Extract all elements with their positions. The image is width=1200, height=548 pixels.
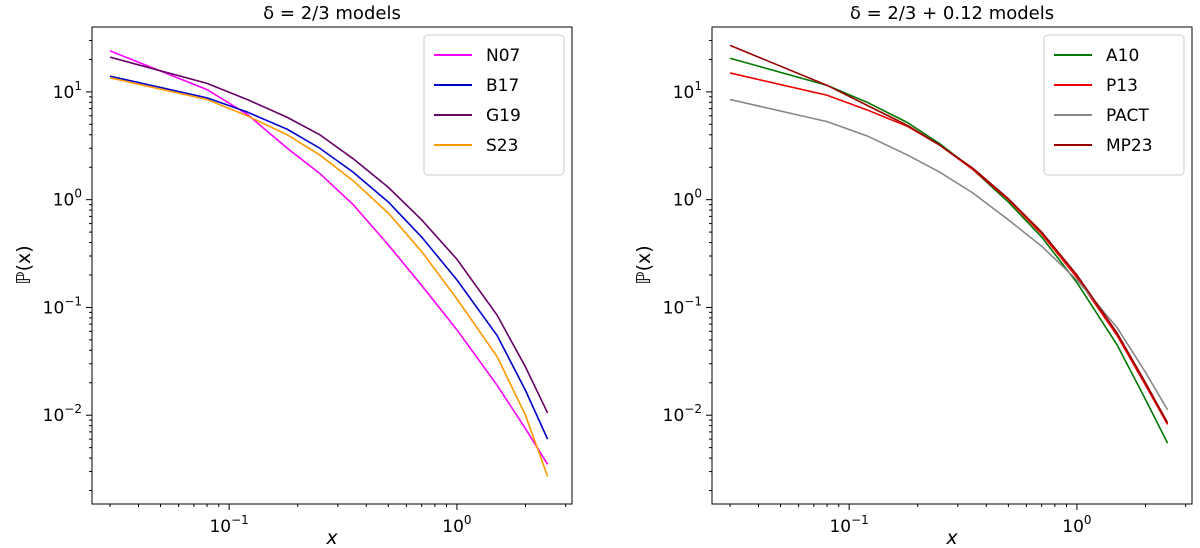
y-tick-label: 10−2: [663, 402, 702, 426]
x-tick-label: 100: [1062, 513, 1091, 537]
legend-box: [423, 34, 565, 176]
legend-label: S23: [486, 136, 518, 156]
series-line-pact: [729, 98, 1169, 411]
y-tick-label: 10−1: [43, 294, 82, 318]
x-tick-label: 100: [442, 513, 471, 537]
plot-area-frame: [711, 26, 1193, 505]
y-tick-label: 100: [673, 187, 702, 211]
y-tick-label: 101: [673, 79, 702, 103]
legend-box: [1043, 34, 1185, 176]
series-line-b17: [109, 75, 549, 440]
legend-label: G19: [486, 106, 521, 126]
x-tick-label: 10−1: [209, 513, 248, 537]
legend: A10 P13 PACT MP23: [1043, 34, 1185, 176]
y-axis-label: ℙ(x): [13, 245, 35, 284]
x-axis-label: x: [945, 527, 958, 548]
plot-area-frame: [91, 26, 573, 505]
chart-right-panel: δ = 2/3 + 0.12 models x ℙ(x) 10−1 100 10−2…: [633, 3, 1193, 548]
series-line-a10: [729, 57, 1169, 444]
series-line-g19: [109, 56, 549, 414]
series-line-p13: [729, 72, 1169, 425]
legend-label: B17: [486, 76, 519, 96]
y-axis-label: ℙ(x): [633, 245, 655, 284]
x-axis-label: x: [325, 527, 338, 548]
chart-left-panel: δ = 2/3 models x ℙ(x) 10−1 100 10−2 10−1 100…: [13, 3, 573, 548]
y-tick-label: 100: [53, 187, 82, 211]
legend-label: PACT: [1106, 106, 1149, 126]
legend-label: MP23: [1106, 136, 1153, 156]
series-line-mp23: [729, 44, 1169, 424]
y-tick-label: 101: [53, 79, 82, 103]
y-tick-label: 10−2: [43, 402, 82, 426]
y-tick-label: 10−1: [663, 294, 702, 318]
chart-title: δ = 2/3 + 0.12 models: [850, 3, 1054, 24]
legend-label: A10: [1106, 46, 1139, 66]
series-group: [729, 44, 1169, 444]
series-group: [109, 50, 549, 477]
legend-label: P13: [1106, 76, 1138, 96]
ticks-group: 10−1 100 10−2 10−1 100 101: [663, 39, 1187, 537]
legend-label: N07: [486, 46, 520, 66]
legend: N07 B17 G19 S23: [423, 34, 565, 176]
x-tick-label: 10−1: [829, 513, 868, 537]
ticks-group: 10−1 100 10−2 10−1 100 101: [43, 39, 567, 537]
series-line-s23: [109, 77, 549, 477]
chart-title: δ = 2/3 models: [263, 3, 401, 24]
